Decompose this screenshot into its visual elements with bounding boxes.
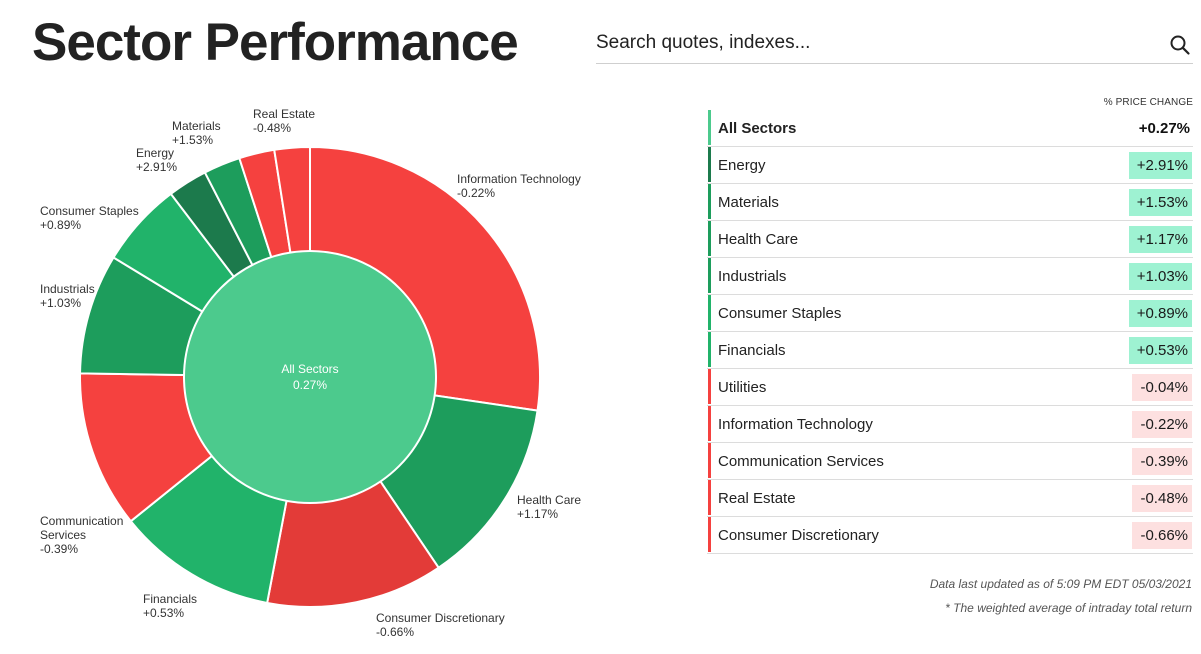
direction-bar [708, 110, 711, 145]
price-change-badge: +1.53% [1128, 188, 1192, 216]
segment-change: +1.17% [517, 507, 558, 521]
sector-donut-chart: All Sectors 0.27% Information Technology… [40, 107, 581, 639]
price-change-header: % PRICE CHANGE [1103, 97, 1193, 108]
search-input[interactable] [596, 28, 1156, 58]
segment-name: Industrials [40, 282, 95, 296]
direction-bar [708, 258, 711, 293]
sector-name[interactable]: Information Technology [718, 415, 873, 433]
segment-label-financials: Financials+0.53% [143, 592, 197, 620]
segment-change: +1.53% [172, 133, 213, 147]
segment-name: Information Technology [457, 172, 581, 186]
sector-row-industrials[interactable]: Industrials +1.03% [707, 258, 1193, 295]
segment-name: Communication [40, 514, 123, 528]
segment-change: -0.22% [457, 186, 495, 200]
price-change-badge: +1.17% [1128, 225, 1192, 253]
search-icon[interactable] [1169, 34, 1191, 56]
sector-row-health-care[interactable]: Health Care +1.17% [707, 221, 1193, 258]
segment-label-real-estate: Real Estate-0.48% [253, 107, 315, 135]
direction-bar [708, 221, 711, 256]
direction-bar [708, 184, 711, 219]
segment-name: Materials [172, 119, 221, 133]
price-change-badge: -0.39% [1132, 447, 1192, 475]
sector-name[interactable]: All Sectors [718, 119, 797, 137]
direction-bar [708, 369, 711, 404]
price-change-badge: +2.91% [1128, 151, 1192, 179]
segment-change: -0.39% [40, 542, 78, 556]
sector-row-information-technology[interactable]: Information Technology -0.22% [707, 406, 1193, 443]
sector-row-communication-services[interactable]: Communication Services -0.39% [707, 443, 1193, 480]
sector-name[interactable]: Health Care [718, 230, 799, 248]
price-change-badge: -0.66% [1132, 521, 1192, 549]
segment-change: +0.53% [143, 606, 184, 620]
segment-label-information-technology: Information Technology-0.22% [457, 172, 581, 200]
segment-name: Consumer Staples [40, 204, 139, 218]
sector-row-real-estate[interactable]: Real Estate -0.48% [707, 480, 1193, 517]
last-updated-note: Data last updated as of 5:09 PM EDT 05/0… [929, 577, 1192, 591]
segment-name: Real Estate [253, 107, 315, 121]
segment-name: Consumer Discretionary [376, 611, 505, 625]
segment-name: Health Care [517, 493, 581, 507]
page-title: Sector Performance [32, 13, 519, 72]
segment-label-consumer-discretionary: Consumer Discretionary-0.66% [376, 611, 505, 639]
sector-row-all-sectors[interactable]: All Sectors +0.27% [707, 110, 1193, 147]
weighted-average-note: * The weighted average of intraday total… [945, 601, 1192, 615]
price-change-badge: -0.22% [1132, 410, 1192, 438]
direction-bar [708, 332, 711, 367]
segment-label-energy: Energy+2.91% [136, 146, 177, 174]
segment-change: -0.48% [253, 121, 291, 135]
direction-bar [708, 517, 711, 552]
direction-bar [708, 147, 711, 182]
sector-name[interactable]: Communication Services [718, 452, 884, 470]
sector-table: % PRICE CHANGE All Sectors +0.27% Energy +2… [707, 96, 1193, 554]
center-value: 0.27% [293, 378, 327, 392]
segment-change: -0.66% [376, 625, 414, 639]
segment-change: +0.89% [40, 218, 81, 232]
price-change-badge: +0.27% [1138, 119, 1190, 137]
segment-label-health-care: Health Care+1.17% [517, 493, 581, 521]
direction-bar [708, 406, 711, 441]
price-change-badge: +1.03% [1128, 262, 1192, 290]
sector-row-financials[interactable]: Financials +0.53% [707, 332, 1193, 369]
price-change-badge: -0.48% [1132, 484, 1192, 512]
sector-row-materials[interactable]: Materials +1.53% [707, 184, 1193, 221]
segment-label-materials: Materials+1.53% [172, 119, 221, 147]
sector-name[interactable]: Utilities [718, 378, 767, 396]
price-change-badge: +0.89% [1128, 299, 1192, 327]
segment-name: Energy [136, 146, 174, 160]
sector-name[interactable]: Materials [718, 193, 779, 211]
direction-bar [708, 443, 711, 478]
all-sectors-center[interactable] [183, 250, 437, 504]
sector-name[interactable]: Energy [718, 156, 766, 174]
sector-name[interactable]: Real Estate [718, 489, 796, 507]
direction-bar [708, 480, 711, 515]
sector-row-consumer-discretionary[interactable]: Consumer Discretionary -0.66% [707, 517, 1193, 554]
search-bar [596, 24, 1193, 64]
sector-name[interactable]: Financials [718, 341, 786, 359]
segment-label-consumer-staples: Consumer Staples+0.89% [40, 204, 139, 232]
segment-name: Financials [143, 592, 197, 606]
price-change-badge: +0.53% [1128, 336, 1192, 364]
sector-name[interactable]: Consumer Staples [718, 304, 842, 322]
direction-bar [708, 295, 711, 330]
sector-name[interactable]: Consumer Discretionary [718, 526, 879, 544]
segment-change: +1.03% [40, 296, 81, 310]
segment-name: Services [40, 528, 86, 542]
sector-row-utilities[interactable]: Utilities -0.04% [707, 369, 1193, 406]
sector-name[interactable]: Industrials [718, 267, 787, 285]
segment-change: +2.91% [136, 160, 177, 174]
price-change-badge: -0.04% [1132, 373, 1192, 401]
segment-label-industrials: Industrials+1.03% [40, 282, 95, 310]
sector-row-consumer-staples[interactable]: Consumer Staples +0.89% [707, 295, 1193, 332]
center-label: All Sectors [281, 362, 338, 376]
sector-row-energy[interactable]: Energy +2.91% [707, 147, 1193, 184]
